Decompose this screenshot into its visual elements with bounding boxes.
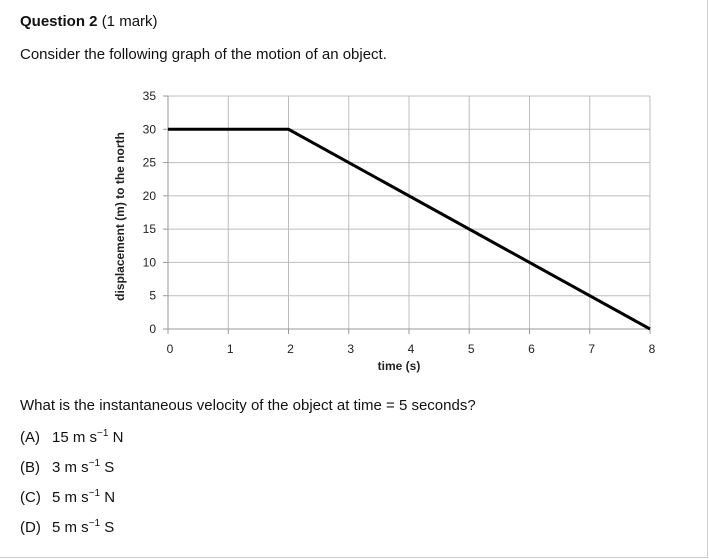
- y-tick-label: 5: [149, 289, 156, 303]
- option-direction: N: [112, 429, 124, 446]
- chart-labels: 0 5 10 15 20 25 30 35 0 1 2 3 4 5 6 7 8 time (s) displacem…: [113, 89, 656, 373]
- option-unit: m s: [64, 519, 89, 536]
- x-tick-label: 8: [649, 342, 656, 356]
- option-d[interactable]: (D) 5 m s−1 S: [20, 518, 114, 536]
- question-marks: (1 mark): [101, 13, 158, 30]
- option-b[interactable]: (B) 3 m s−1 S: [20, 458, 114, 476]
- option-exponent: −1: [88, 458, 101, 469]
- chart-axes: [163, 95, 651, 334]
- y-tick-label: 0: [149, 322, 156, 336]
- option-unit: m s: [64, 459, 89, 476]
- x-tick-label: 4: [408, 342, 415, 356]
- question-prompt: What is the instantaneous velocity of th…: [20, 397, 476, 414]
- option-exponent: −1: [88, 488, 101, 499]
- option-unit: m s: [64, 489, 89, 506]
- option-letter: (D): [20, 519, 41, 536]
- y-tick-label: 25: [143, 156, 157, 170]
- y-tick-label: 20: [143, 189, 157, 203]
- y-tick-label: 30: [143, 122, 157, 136]
- question-intro: Consider the following graph of the moti…: [20, 46, 387, 63]
- option-value: 5: [52, 519, 61, 536]
- option-unit: m s: [72, 429, 98, 446]
- option-value: 5: [52, 489, 61, 506]
- x-tick-label: 5: [468, 342, 475, 356]
- y-tick-label: 10: [143, 255, 157, 269]
- option-value: 3: [52, 459, 61, 476]
- y-tick-label: 35: [143, 89, 157, 103]
- question-heading: Question 2 (1 mark): [20, 13, 158, 30]
- chart-series: [168, 127, 651, 331]
- question-number: Question 2: [20, 13, 98, 30]
- option-c[interactable]: (C) 5 m s−1 N: [20, 488, 115, 506]
- chart-grid: [168, 95, 651, 329]
- x-axis-label: time (s): [378, 359, 421, 373]
- displacement-line: [168, 127, 651, 331]
- y-tick-label: 15: [143, 222, 157, 236]
- x-tick-label: 6: [528, 342, 535, 356]
- option-letter: (A): [20, 429, 40, 446]
- option-direction: N: [104, 489, 116, 506]
- x-tick-label: 0: [167, 342, 174, 356]
- x-tick-label: 1: [227, 342, 234, 356]
- option-letter: (C): [20, 489, 41, 506]
- option-letter: (B): [20, 459, 40, 476]
- x-tick-label: 3: [347, 342, 354, 356]
- option-direction: S: [104, 519, 115, 536]
- option-value: 15: [52, 429, 69, 446]
- displacement-time-graph: 0 5 10 15 20 25 30 35 0 1 2 3 4 5 6 7 8 time (s) displacem…: [113, 89, 656, 373]
- option-exponent: −1: [97, 428, 109, 439]
- x-tick-label: 2: [287, 342, 294, 356]
- option-exponent: −1: [88, 518, 101, 529]
- y-axis-label: displacement (m) to the north: [113, 132, 127, 301]
- option-direction: S: [104, 459, 115, 476]
- x-tick-label: 7: [588, 342, 595, 356]
- option-a[interactable]: (A) 15 m s−1 N: [20, 428, 123, 446]
